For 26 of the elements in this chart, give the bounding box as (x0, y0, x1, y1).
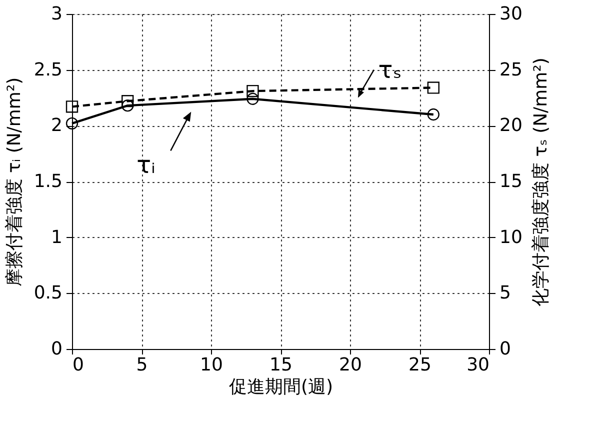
y-tick-label: 2 (51, 115, 62, 136)
annotation: τₛ (378, 56, 402, 84)
x-tick-label: 0 (72, 354, 84, 376)
y-tick-label: 1.5 (34, 171, 62, 192)
y2-tick-label: 25 (500, 59, 522, 80)
x-tick-label: 15 (270, 354, 292, 376)
y2-tick-label: 0 (500, 338, 511, 360)
x-tick-label: 10 (200, 354, 223, 376)
y2-tick-label: 20 (500, 115, 522, 136)
x-tick-label: 30 (466, 354, 490, 376)
y-tick-label: 0 (51, 338, 62, 360)
y2-tick-label: 30 (500, 4, 522, 24)
y2-tick-label: 10 (500, 226, 522, 248)
annotation: τᵢ (136, 151, 156, 179)
x-tick-label: 5 (136, 354, 148, 376)
y2-tick-label: 15 (500, 171, 522, 192)
y-tick-label: 2.5 (34, 59, 62, 80)
y-axis-title: 摩擦付着強度 τᵢ (N/mm²) (4, 77, 25, 287)
y-tick-label: 0.5 (34, 282, 62, 304)
y2-axis-title: 化学付着強度強度 τₛ (N/mm²) (530, 58, 552, 306)
x-axis-title: 促進期間(週) (228, 376, 334, 398)
y-tick-label: 1 (51, 226, 62, 248)
y-tick-label: 3 (51, 4, 62, 24)
y2-tick-label: 5 (500, 282, 511, 304)
x-tick-label: 25 (408, 354, 432, 376)
x-tick-label: 20 (339, 354, 362, 376)
